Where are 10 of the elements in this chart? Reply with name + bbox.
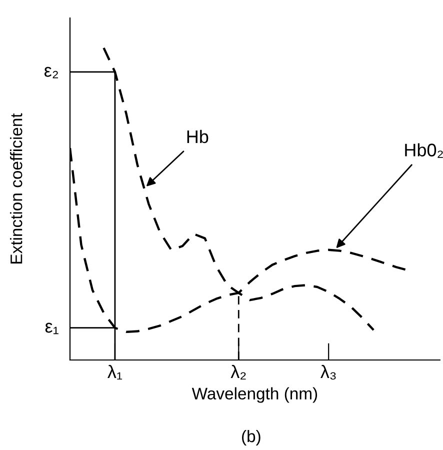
- ref-line-label: ε₁: [45, 322, 58, 334]
- x-tick-label: λ₁: [108, 364, 122, 380]
- x-axis-title: Wavelength (nm): [192, 387, 318, 403]
- ref-line-label: ε₂: [44, 66, 58, 78]
- text: (b): [242, 430, 260, 446]
- x-tick-label: λ₃: [320, 364, 336, 380]
- y-axis-title: Extinction coefficient: [10, 113, 22, 264]
- text: Hb: [187, 130, 208, 144]
- x-tick-label: λ₂: [230, 364, 246, 380]
- text: Hb0₂: [405, 143, 443, 158]
